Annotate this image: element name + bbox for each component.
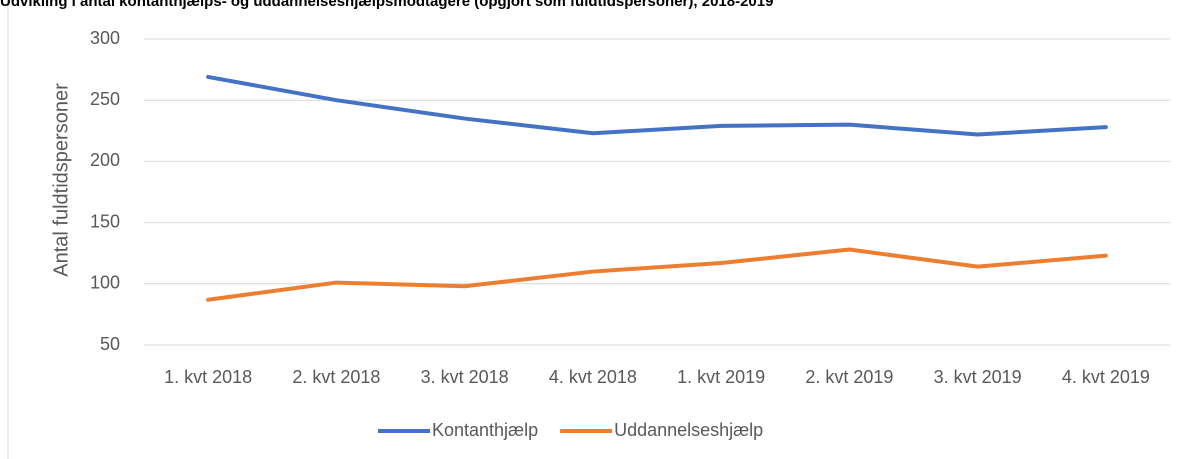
- x-tick-label: 1. kvt 2018: [164, 367, 252, 387]
- x-tick-label: 1. kvt 2019: [677, 367, 765, 387]
- y-tick-label: 250: [90, 89, 120, 109]
- chart-frame: [7, 0, 9, 459]
- y-tick-label: 50: [100, 334, 120, 354]
- chart-title: Udvikling i antal kontanthjælps- og udda…: [0, 0, 773, 10]
- y-axis-title: Antal fuldtidspersoner: [50, 83, 72, 277]
- y-tick-label: 200: [90, 150, 120, 170]
- line-series: [206, 247, 1108, 302]
- legend-label: Uddannelseshjælp: [614, 420, 763, 440]
- y-tick-label: 150: [90, 211, 120, 231]
- x-tick-label: 4. kvt 2019: [1062, 367, 1150, 387]
- x-tick-label: 2. kvt 2018: [292, 367, 380, 387]
- x-tick-label: 4. kvt 2018: [549, 367, 637, 387]
- x-tick-label: 3. kvt 2018: [421, 367, 509, 387]
- legend-label: Kontanthjælp: [432, 420, 538, 440]
- y-tick-label: 300: [90, 28, 120, 48]
- line-series: [206, 74, 1108, 137]
- x-tick-label: 2. kvt 2019: [805, 367, 893, 387]
- y-tick-label: 100: [90, 273, 120, 293]
- x-tick-label: 3. kvt 2019: [934, 367, 1022, 387]
